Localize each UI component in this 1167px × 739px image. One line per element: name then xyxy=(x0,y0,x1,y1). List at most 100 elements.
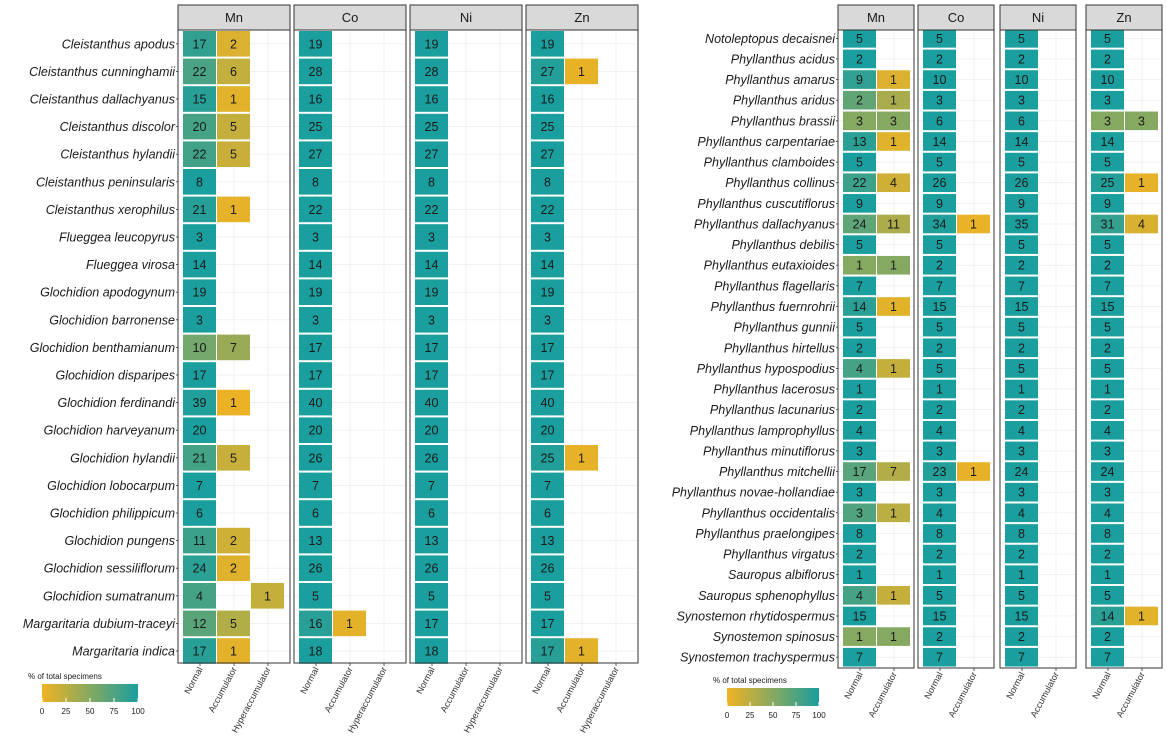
heatmap-cell: 5 xyxy=(1005,317,1038,337)
cell-fill xyxy=(923,152,956,172)
cell-fill xyxy=(843,586,876,605)
cell-count: 3 xyxy=(1104,444,1111,458)
cell-fill xyxy=(565,445,598,471)
heatmap-cell: 4 xyxy=(843,586,876,605)
heatmap-cell: 20 xyxy=(183,113,216,140)
cell-fill xyxy=(1005,70,1038,89)
cell-fill xyxy=(1005,194,1038,213)
cell-fill xyxy=(531,307,564,333)
cell-fill xyxy=(217,389,250,416)
legend-tick-label: 0 xyxy=(40,707,45,716)
heatmap-cell: 2 xyxy=(843,90,876,110)
legend-tick-label: 75 xyxy=(110,707,119,716)
cell-count: 9 xyxy=(856,197,863,211)
cell-fill xyxy=(183,279,216,305)
cell-fill xyxy=(923,400,956,419)
heatmap-cell: 5 xyxy=(843,29,876,48)
heatmap-cell: 2 xyxy=(1091,255,1124,275)
cell-fill xyxy=(415,224,448,250)
heatmap-cell: 14 xyxy=(299,251,332,278)
x-tick-label: Accumulator xyxy=(554,665,586,714)
species-label: Glochidion sumatranum xyxy=(43,589,175,603)
heatmap-cell: 16 xyxy=(299,610,332,637)
cell-fill xyxy=(843,379,876,399)
heatmap-cell: 7 xyxy=(531,472,564,499)
heatmap-cell: 11 xyxy=(877,214,910,234)
cell-count: 8 xyxy=(1104,527,1111,541)
heatmap-cell: 1 xyxy=(1091,565,1124,585)
facet-ni: 52103614526935527155251243243482151527Ni… xyxy=(999,4,1077,719)
cell-count: 5 xyxy=(1018,156,1025,170)
heatmap-cell: 17 xyxy=(531,362,564,388)
cell-count: 6 xyxy=(1018,114,1025,128)
cell-count: 17 xyxy=(193,369,207,383)
cell-fill xyxy=(299,555,332,581)
cell-fill xyxy=(923,214,956,234)
heatmap-cell: 5 xyxy=(299,583,332,609)
cell-count: 25 xyxy=(309,120,323,134)
cell-fill xyxy=(1005,152,1038,172)
heatmap-cell: 3 xyxy=(1005,482,1038,502)
cell-count: 24 xyxy=(193,562,207,576)
cell-fill xyxy=(923,441,956,461)
cell-fill xyxy=(1091,255,1124,275)
cell-count: 5 xyxy=(856,156,863,170)
cell-count: 7 xyxy=(1018,279,1025,293)
cell-fill xyxy=(877,297,910,316)
cell-fill xyxy=(1005,359,1038,378)
cell-count: 2 xyxy=(1018,259,1025,273)
heatmap-cell: 1 xyxy=(565,58,598,85)
x-tick-label: Normal xyxy=(1004,670,1026,700)
cell-fill xyxy=(923,379,956,399)
cell-fill xyxy=(1005,627,1038,646)
cell-fill xyxy=(1091,647,1124,667)
cell-count: 1 xyxy=(890,259,897,273)
cell-fill xyxy=(1091,111,1124,131)
cell-fill xyxy=(1091,627,1124,646)
heatmap-cell: 4 xyxy=(877,173,910,193)
cell-fill xyxy=(877,462,910,481)
cell-fill xyxy=(1091,297,1124,316)
x-tick-label: Accumulator xyxy=(946,670,978,719)
cell-count: 4 xyxy=(196,589,203,603)
cell-fill xyxy=(415,527,448,554)
cell-fill xyxy=(183,31,216,57)
cell-count: 1 xyxy=(578,65,585,79)
cell-count: 3 xyxy=(856,506,863,520)
cell-fill xyxy=(565,638,598,664)
heatmap-cell: 25 xyxy=(531,445,564,471)
cell-fill xyxy=(1005,400,1038,419)
cell-count: 7 xyxy=(1104,651,1111,665)
species-label: Glochidion lobocarpum xyxy=(47,479,175,493)
cell-fill xyxy=(877,111,910,131)
cell-count: 6 xyxy=(312,507,319,521)
facet-strip xyxy=(293,4,407,31)
cell-fill xyxy=(1005,214,1038,234)
heatmap-cell: 5 xyxy=(1091,29,1124,48)
heatmap-cell: 3 xyxy=(1091,111,1124,131)
cell-count: 3 xyxy=(856,486,863,500)
heatmap-cell: 4 xyxy=(183,583,216,609)
legend-title: % of total specimens xyxy=(28,672,102,681)
cell-count: 9 xyxy=(856,73,863,87)
cell-fill xyxy=(1005,132,1038,151)
cell-count: 1 xyxy=(346,617,353,631)
cell-fill xyxy=(877,132,910,151)
cell-fill xyxy=(1091,359,1124,378)
cell-fill xyxy=(1091,90,1124,110)
cell-fill xyxy=(217,58,250,85)
cell-count: 20 xyxy=(309,424,323,438)
cell-count: 3 xyxy=(544,313,551,327)
cell-count: 8 xyxy=(544,175,551,189)
cell-fill xyxy=(531,417,564,443)
cell-fill xyxy=(877,90,910,110)
heatmap-cell: 1 xyxy=(957,214,990,234)
cell-fill xyxy=(843,297,876,316)
cell-count: 5 xyxy=(1104,321,1111,335)
cell-count: 1 xyxy=(230,93,237,107)
cell-count: 3 xyxy=(196,313,203,327)
cell-count: 40 xyxy=(541,396,555,410)
cell-count: 19 xyxy=(425,286,439,300)
cell-count: 3 xyxy=(196,231,203,245)
heatmap-cell: 5 xyxy=(1005,235,1038,254)
